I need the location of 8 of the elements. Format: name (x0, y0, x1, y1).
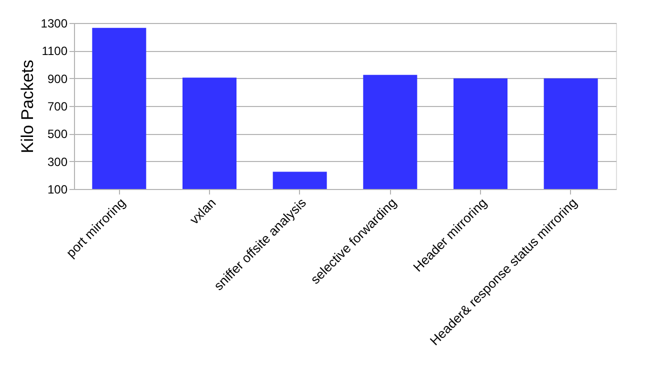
y-tick-label: 1100 (42, 44, 68, 58)
y-tick-label: 700 (47, 100, 68, 114)
y-tick-label: 100 (47, 182, 68, 196)
y-axis-title: Kilo Packets (18, 60, 37, 154)
y-tick-label: 500 (47, 127, 68, 142)
y-tick-label: 1300 (40, 16, 68, 30)
y-tick-label: 900 (47, 72, 68, 86)
y-tick-label: 300 (47, 154, 68, 169)
